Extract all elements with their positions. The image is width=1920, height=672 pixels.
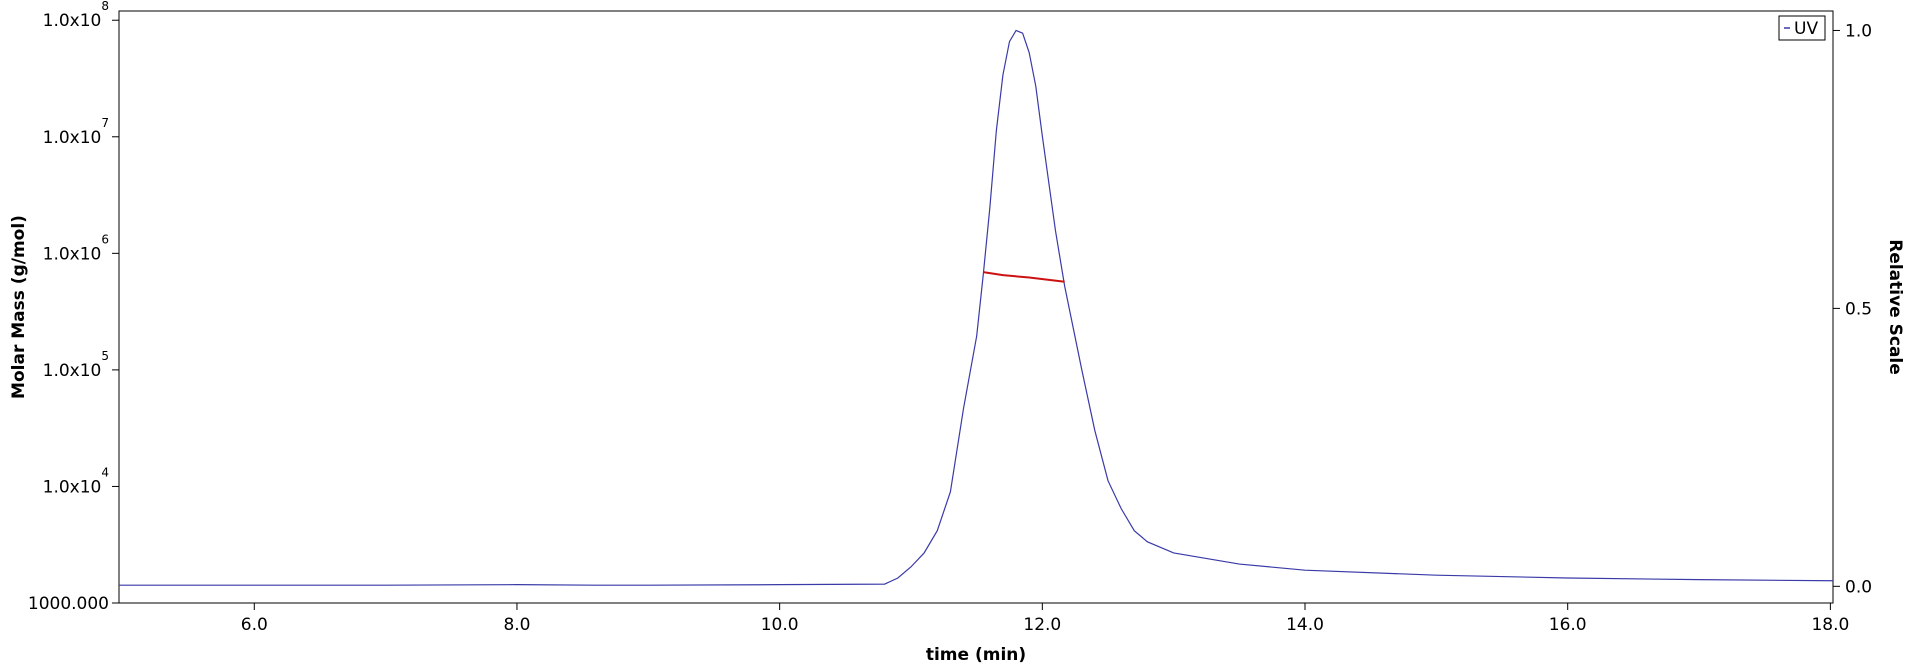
y-tick-label: 1.0x105 <box>43 349 109 381</box>
legend-label: UV <box>1794 19 1818 39</box>
y-tick-label: 1.0x104 <box>43 465 109 497</box>
y-tick-label-base: 1.0x10 <box>43 361 102 381</box>
y-tick-label: 1.0x106 <box>43 232 109 264</box>
y-tick-label-exponent: 7 <box>101 116 109 130</box>
plot-frame <box>118 10 1834 604</box>
y-tick-label: 1000.000 <box>28 594 109 614</box>
y-tick-label-exponent: 8 <box>101 0 109 13</box>
y-tick-label-exponent: 6 <box>101 232 109 246</box>
series-line <box>983 271 1065 283</box>
x-tick-label: 10.0 <box>761 615 799 635</box>
y-tick-label-base: 1.0x10 <box>43 477 102 497</box>
y2-tick-label: 1.0 <box>1845 21 1872 41</box>
y2-tick-label: 0.0 <box>1845 577 1872 597</box>
y-tick-label: 1.0x108 <box>43 0 109 31</box>
y-axis-title: Molar Mass (g/mol) <box>9 215 29 399</box>
x-tick-label: 6.0 <box>241 615 268 635</box>
x-tick-label: 12.0 <box>1023 615 1061 635</box>
y-tick-label-base: 1.0x10 <box>43 11 102 31</box>
y2-tick-label: 0.5 <box>1845 299 1872 319</box>
y-tick-label-base: 1.0x10 <box>43 128 102 148</box>
y-tick-label-exponent: 4 <box>101 465 109 479</box>
x-tick-label: 14.0 <box>1286 615 1324 635</box>
x-tick-label: 16.0 <box>1549 615 1587 635</box>
y-tick-label-base: 1000.000 <box>28 594 109 614</box>
y2-axis-title: Relative Scale <box>1885 239 1905 375</box>
y-tick-label-base: 1.0x10 <box>43 244 102 264</box>
y-tick-label: 1.0x107 <box>43 116 109 148</box>
x-axis-title: time (min) <box>926 645 1026 665</box>
series-line <box>119 29 1834 586</box>
y-tick-label-exponent: 5 <box>101 349 109 363</box>
x-tick-label: 8.0 <box>503 615 530 635</box>
x-tick-label: 18.0 <box>1811 615 1849 635</box>
